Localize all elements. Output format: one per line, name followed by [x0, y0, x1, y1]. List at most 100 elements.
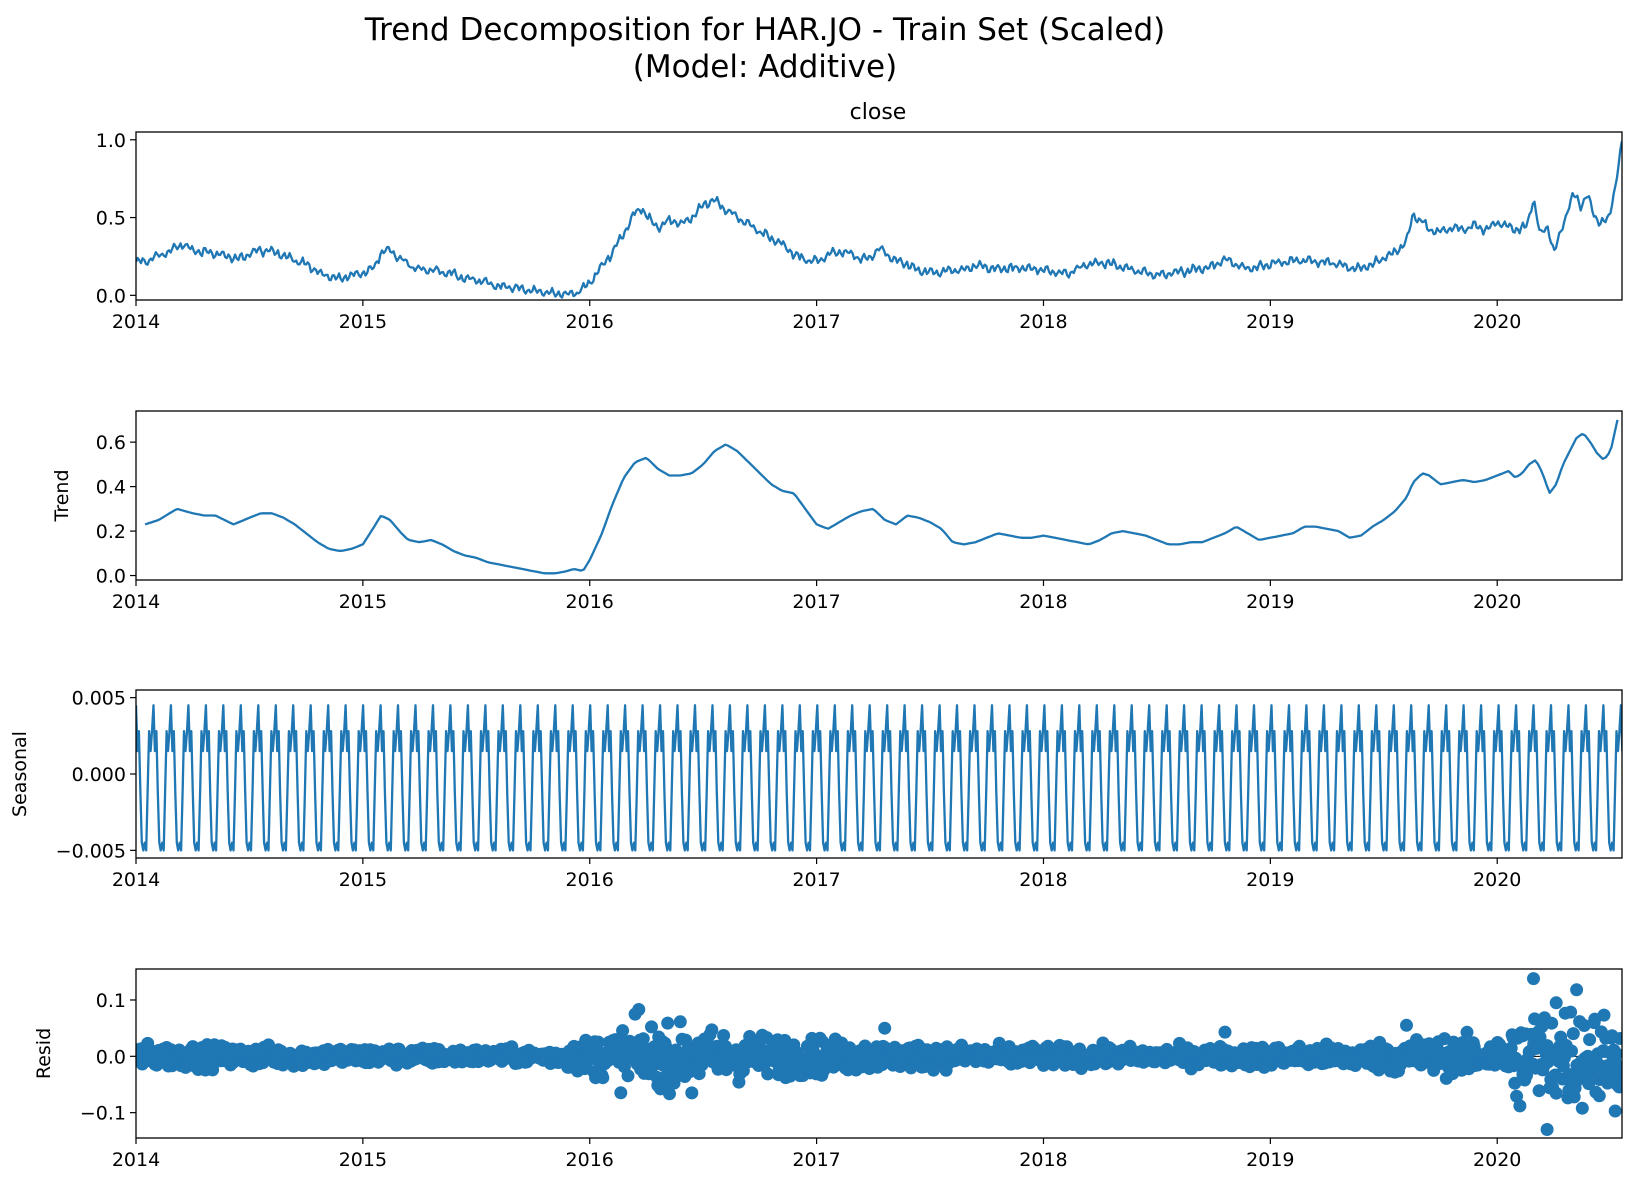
resid-point: [1610, 1047, 1622, 1061]
resid-point: [1549, 1086, 1563, 1100]
resid-point-extreme: [1400, 1018, 1413, 1032]
resid-point-extreme: [1549, 996, 1563, 1010]
x-tick-label: 2017: [792, 591, 840, 613]
axes-frame: [135, 131, 1623, 301]
resid-point: [1575, 1101, 1589, 1115]
y-tick-label: 0.1: [96, 990, 126, 1012]
resid-point-extreme: [1592, 1089, 1606, 1103]
resid-point: [591, 1035, 605, 1049]
y-tick-label: 0.6: [96, 432, 126, 454]
plot-area: [136, 140, 1622, 299]
y-tick-label: 0.4: [96, 477, 126, 499]
x-tick-label: 2019: [1246, 311, 1294, 333]
resid-point: [1582, 1077, 1596, 1091]
y-axis-label: Trend: [51, 470, 73, 523]
resid-point: [663, 1087, 676, 1101]
x-tick-label: 2017: [792, 311, 840, 333]
resid-point: [1615, 1079, 1622, 1093]
y-tick-label: 1.0: [96, 130, 126, 152]
figure-title-line-1: Trend Decomposition for HAR.JO - Train S…: [364, 12, 1165, 48]
x-tick-label: 2019: [1246, 591, 1294, 613]
resid-point: [1566, 1027, 1580, 1041]
resid-point-extreme: [1540, 1123, 1554, 1136]
y-tick-label: −0.1: [80, 1103, 126, 1125]
resid-point: [1504, 1041, 1518, 1055]
x-tick-label: 2015: [339, 1149, 387, 1171]
axes-frame: [135, 410, 1623, 581]
resid-point: [614, 1086, 628, 1100]
figure-title-line-2: (Model: Additive): [633, 49, 897, 85]
y-tick-label: 0.0: [96, 566, 126, 588]
x-tick-label: 2018: [1019, 591, 1067, 613]
plot-area: [136, 972, 1622, 1136]
y-tick-label: 0.2: [96, 521, 126, 543]
resid-point: [717, 1029, 731, 1042]
x-tick-label: 2018: [1019, 869, 1067, 891]
resid-point-extreme: [685, 1086, 699, 1100]
plot-area: [144, 419, 1619, 575]
resid-point: [1577, 1019, 1591, 1032]
resid-point: [1613, 1032, 1622, 1045]
resid-point: [621, 1069, 635, 1083]
plot-area: [136, 704, 1622, 852]
resid-point-extreme: [1218, 1025, 1232, 1039]
x-tick-label: 2014: [112, 311, 160, 333]
resid-point-extreme: [1570, 983, 1584, 997]
x-tick-label: 2015: [339, 591, 387, 613]
seasonal-line: [136, 704, 1622, 852]
resid-point-extreme: [1588, 1012, 1602, 1026]
resid-point-extreme: [1527, 972, 1540, 986]
resid-point: [679, 1033, 693, 1047]
resid-point: [616, 1024, 630, 1038]
x-tick-label: 2015: [339, 869, 387, 891]
x-tick-label: 2016: [566, 1149, 614, 1171]
resid-point-extreme: [1608, 1104, 1622, 1118]
resid-point: [1460, 1025, 1474, 1039]
x-tick-label: 2018: [1019, 1149, 1067, 1171]
resid-point: [645, 1020, 658, 1034]
resid-point: [596, 1071, 610, 1085]
y-axis-label: Seasonal: [9, 731, 31, 817]
x-tick-label: 2016: [566, 869, 614, 891]
resid-point-extreme: [628, 1007, 642, 1021]
resid-point: [1583, 1033, 1597, 1047]
resid-point: [1533, 1030, 1547, 1044]
x-tick-label: 2018: [1019, 311, 1067, 333]
x-tick-label: 2019: [1246, 1149, 1294, 1171]
y-tick-label: 0.0: [96, 285, 126, 307]
y-tick-label: 0.0: [96, 1046, 126, 1068]
resid-point: [761, 1067, 775, 1081]
y-tick-label: 0.005: [72, 688, 126, 710]
y-tick-label: 0.000: [72, 764, 126, 786]
close-panel-title: close: [850, 100, 907, 125]
resid-point: [1611, 1060, 1622, 1074]
x-tick-label: 2015: [339, 311, 387, 333]
series-line: [136, 140, 1622, 299]
axes-frame: [135, 968, 1623, 1139]
x-tick-label: 2019: [1246, 869, 1294, 891]
x-tick-label: 2014: [112, 591, 160, 613]
resid-point: [1545, 1016, 1559, 1030]
x-tick-label: 2020: [1473, 869, 1521, 891]
x-tick-label: 2014: [112, 1149, 160, 1171]
resid-point: [636, 1032, 650, 1046]
x-tick-label: 2020: [1473, 311, 1521, 333]
x-tick-label: 2016: [566, 591, 614, 613]
y-tick-label: 0.5: [96, 208, 126, 230]
resid-panel: 2014 2015 2016 2017 2018 2019 2020 −0.1 0.0 0.1 Re…: [33, 968, 1623, 1171]
x-tick-label: 2014: [112, 869, 160, 891]
y-tick-label: −0.005: [56, 840, 126, 862]
close-panel: 2014 2015 2016 2017 2018 2019 2020 0.0 0.5 1.0: [96, 130, 1623, 333]
resid-point-extreme: [878, 1021, 892, 1035]
resid-point: [1508, 1076, 1522, 1090]
seasonal-panel: 2014 2015 2016 2017 2018 2019 2020 −0.005 0.000 0…: [9, 688, 1623, 891]
x-tick-label: 2017: [792, 869, 840, 891]
x-tick-label: 2020: [1473, 591, 1521, 613]
trend-panel: 2014 2015 2016 2017 2018 2019 2020 0.0 0.2 0.4 0.6…: [51, 410, 1623, 613]
resid-point: [1564, 1005, 1578, 1019]
resid-point: [1532, 1084, 1546, 1098]
x-tick-label: 2020: [1473, 1149, 1521, 1171]
y-axis-label: Resid: [33, 1028, 55, 1079]
